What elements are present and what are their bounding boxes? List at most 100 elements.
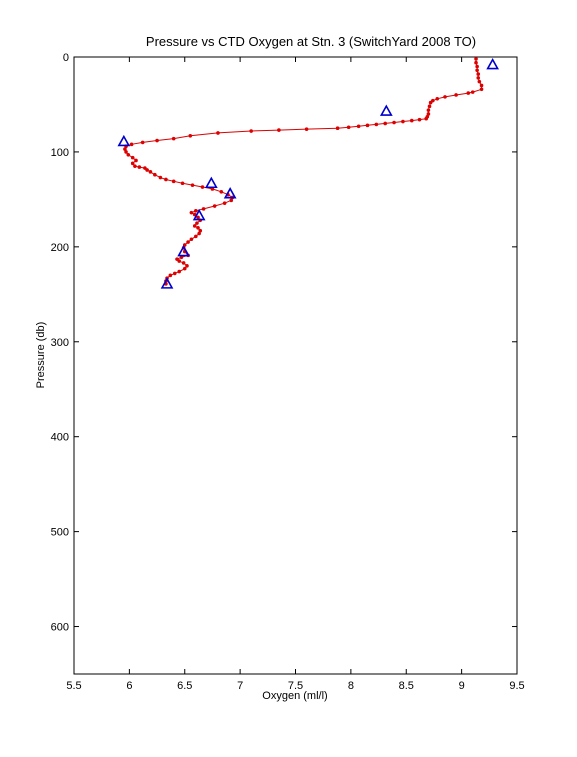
ctd-profile-point [181,261,186,265]
ctd-profile-point [155,138,159,143]
y-tick-label: 100 [51,147,69,159]
ctd-profile-point [177,259,182,263]
ctd-profile-point [346,125,351,130]
ctd-profile-point [426,108,431,112]
ctd-profile-point [126,152,131,157]
ctd-profile-point [171,179,176,184]
ctd-profile-point [189,237,194,242]
ctd-profile-point [417,117,422,122]
ctd-profile-point [474,60,478,65]
y-axis: 0 100 200 300 400 500 600 [51,52,517,634]
x-tick-label: 8 [348,680,354,692]
ctd-profile-point [475,64,479,69]
x-tick-label: 9.5 [509,680,524,692]
ctd-profile-point [168,273,173,278]
bottle-sample-point [177,244,191,257]
ctd-profile-point [185,264,189,268]
bottle-sample-point [160,277,174,289]
ctd-profile-point [190,183,195,187]
y-tick-label: 0 [63,52,69,64]
ctd-profile-point [249,129,253,133]
ctd-profile-point [365,123,370,128]
ctd-profile-point [145,168,149,172]
ctd-profile-point [129,142,134,147]
ctd-profile-point [130,161,135,166]
y-tick-label: 300 [51,337,69,349]
y-tick-label: 500 [51,527,69,539]
bottle-sample-point [486,57,499,70]
x-axis-label: Oxygen (ml/l) [262,690,327,702]
ctd-profile-point [192,224,197,228]
x-tick-label: 5.5 [66,680,81,692]
ctd-profile-point [374,122,379,127]
ctd-profile-point [479,87,484,92]
ctd-profile-point [123,147,127,151]
ctd-profile-point [188,133,193,138]
ctd-profile-point [474,57,478,61]
ctd-profile-point [428,100,433,105]
ctd-profile-point [153,172,157,177]
ctd-profile-point [466,91,471,95]
chart-title: Pressure vs CTD Oxygen at Stn. 3 (Switch… [146,34,476,49]
x-tick-label: 6 [126,680,132,692]
y-tick-label: 400 [51,432,69,444]
ctd-profile-point [392,120,396,125]
ctd-profile-point [180,181,185,186]
ctd-profile-point [140,140,145,145]
ctd-profile-point [476,76,481,80]
ctd-profile-point [479,83,484,88]
ctd-profile-point [164,177,168,182]
ctd-profile-point [454,93,458,97]
ctd-profile-point [133,164,137,168]
ctd-profile-point [476,72,481,76]
bottle-sample-point [117,134,131,147]
ctd-profile-point [216,131,220,135]
x-tick-label: 8.5 [399,680,414,692]
ctd-profile-point [196,215,200,220]
ctd-profile-point [130,155,135,160]
ctd-profile-point [137,165,142,169]
ctd-profile-point [424,116,428,121]
bottle-sample-point [223,187,237,199]
ctd-profile-point [426,112,431,116]
ctd-profile-point [475,68,479,73]
plot-area-frame [73,56,518,675]
ctd-profile-point [189,210,194,215]
ctd-profile-point [198,228,203,233]
bottle-sample-point [379,104,393,116]
ctd-profile-point [401,119,405,124]
x-tick-label: 9 [459,680,465,692]
ctd-profile-point [470,90,475,94]
ctd-profile-point [383,121,388,126]
ctd-profile-point [182,266,187,271]
y-tick-label: 200 [51,242,69,254]
ctd-profile-point [427,104,432,109]
bottle-sample-point [192,208,206,221]
ctd-profile-point [124,150,128,154]
ctd-profile-point [435,96,440,101]
ctd-profile-point [197,231,201,236]
ctd-profile-point [443,95,447,99]
ctd-oxygen-profile [123,57,484,286]
ctd-profile-point [409,118,414,123]
bottle-sample-point [204,176,218,189]
ctd-profile-point [356,124,361,129]
x-tick-label: 7.5 [288,680,303,692]
x-axis: 5.5 6 6.5 7 7.5 8 8.5 9 9.5 [66,57,525,692]
y-tick-label: 600 [51,622,69,634]
ctd-profile-point [201,207,206,211]
ctd-profile-point [219,189,224,194]
ctd-profile-point [277,128,281,132]
ctd-profile-point [186,240,190,244]
y-axis-label: Pressure (db) [35,322,47,389]
ctd-profile-point [158,175,163,180]
ctd-profile-point [477,79,482,84]
x-tick-label: 7 [237,680,243,692]
ctd-profile-point [195,221,199,225]
ctd-profile-point [194,234,198,239]
ctd-profile-point [229,198,234,203]
ctd-profile-point [148,170,153,174]
ctd-profile-point [222,201,227,205]
ctd-profile-point [212,204,217,208]
